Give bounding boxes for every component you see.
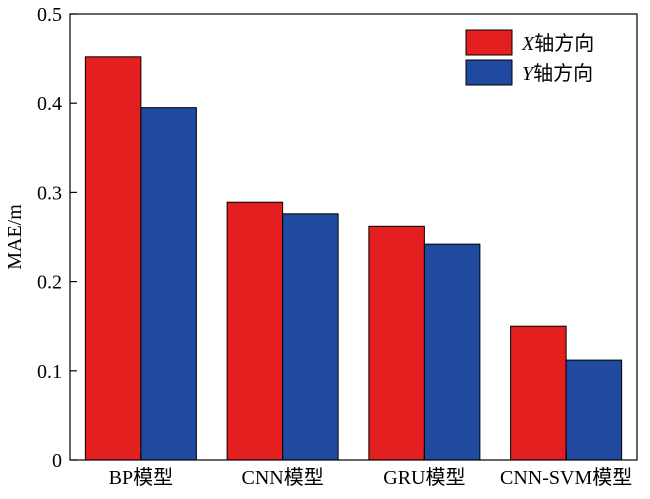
y-tick-label: 0.1	[37, 361, 62, 383]
legend: X轴方向 Y轴方向	[465, 29, 594, 86]
bar-series-2-cat-3	[423, 243, 481, 461]
x-category-label: CNN-SVM模型	[500, 466, 632, 489]
y-tick-label: 0.3	[37, 182, 62, 204]
bar-series-1-cat-4	[510, 325, 567, 461]
axis-layer: 0 0.1 0.2 0.3 0.4 0.5 BP模型 CNN模型 GRU模型 CNN-SVM模型	[37, 4, 638, 489]
legend-swatch-2	[465, 59, 513, 86]
bars-layer	[84, 56, 623, 461]
x-category-label: CNN模型	[242, 466, 324, 489]
legend-label-1: X轴方向	[521, 32, 594, 55]
y-axis-title: MAE/m	[4, 204, 26, 270]
bar-series-2-cat-4	[565, 359, 623, 461]
bar-series-2-cat-1	[140, 107, 197, 461]
bar-series-1-cat-2	[226, 201, 284, 461]
bar-series-2-cat-2	[282, 213, 339, 461]
y-tick-label: 0.5	[37, 4, 62, 26]
legend-swatch-1	[465, 29, 513, 56]
plot-frame	[69, 13, 638, 461]
bar-series-1-cat-3	[368, 225, 425, 461]
y-tick-label: 0	[52, 450, 62, 472]
x-category-label: GRU模型	[383, 466, 465, 489]
legend-label-2: Y轴方向	[522, 62, 593, 85]
y-tick-label: 0.2	[37, 272, 62, 294]
bar-series-1-cat-1	[84, 56, 142, 461]
x-category-label: BP模型	[109, 466, 173, 489]
y-tick-label: 0.4	[37, 93, 62, 115]
